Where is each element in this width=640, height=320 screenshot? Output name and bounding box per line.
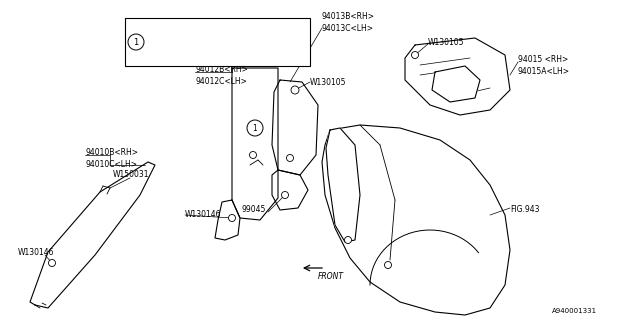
Text: 94010B<RH>: 94010B<RH> — [85, 148, 138, 157]
Circle shape — [49, 260, 56, 267]
Text: W150031: W150031 — [113, 170, 150, 179]
Text: 94012B<RH>: 94012B<RH> — [195, 65, 248, 74]
Text: 1: 1 — [133, 37, 139, 46]
Text: 94015 <RH>: 94015 <RH> — [518, 55, 568, 64]
Text: W130105: W130105 — [428, 38, 465, 47]
Circle shape — [128, 34, 144, 50]
Text: FRONT: FRONT — [318, 272, 344, 281]
Circle shape — [291, 86, 299, 94]
Text: 94013B<RH>: 94013B<RH> — [322, 12, 375, 21]
Polygon shape — [322, 125, 510, 315]
Text: 94012C<LH>: 94012C<LH> — [195, 77, 247, 86]
Circle shape — [287, 155, 294, 162]
Circle shape — [412, 52, 419, 59]
Polygon shape — [215, 200, 240, 240]
Polygon shape — [30, 162, 155, 308]
Text: 94013C<LH>: 94013C<LH> — [322, 24, 374, 33]
Circle shape — [385, 261, 392, 268]
Text: 94010C<LH>: 94010C<LH> — [85, 160, 137, 169]
Text: 1: 1 — [253, 124, 257, 132]
Text: W130105: W130105 — [310, 78, 346, 87]
Circle shape — [250, 151, 257, 158]
Text: W130146: W130146 — [185, 210, 221, 219]
Polygon shape — [326, 128, 360, 242]
Circle shape — [282, 191, 289, 198]
Text: A940001331: A940001331 — [552, 308, 597, 314]
Circle shape — [228, 214, 236, 221]
Text: FIG.943: FIG.943 — [510, 205, 540, 214]
Text: 94015A<LH>: 94015A<LH> — [518, 67, 570, 76]
Bar — [125, 18, 310, 66]
Polygon shape — [405, 38, 510, 115]
Text: 99045: 99045 — [242, 205, 266, 214]
Polygon shape — [432, 66, 480, 102]
Text: W130225 ( -1003): W130225 ( -1003) — [153, 24, 222, 33]
Circle shape — [247, 120, 263, 136]
Text: W130146: W130146 — [18, 248, 54, 257]
Polygon shape — [272, 80, 318, 175]
Text: W13023  (1004- ): W13023 (1004- ) — [153, 44, 220, 53]
Polygon shape — [232, 68, 278, 220]
Polygon shape — [272, 170, 308, 210]
Circle shape — [344, 236, 351, 244]
